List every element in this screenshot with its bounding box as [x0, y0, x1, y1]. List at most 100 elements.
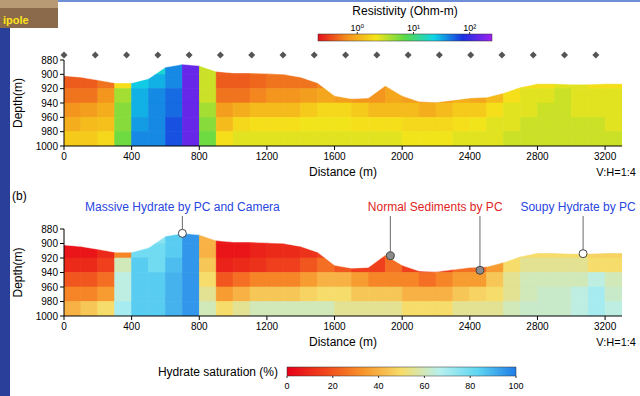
cell [182, 244, 199, 259]
cell [605, 302, 622, 317]
cell [436, 117, 453, 131]
y-tick [60, 74, 64, 75]
cell [216, 287, 233, 302]
cell [470, 132, 487, 146]
cell [504, 132, 521, 146]
x-tick [469, 146, 470, 150]
cell [165, 273, 182, 288]
cell [81, 273, 98, 288]
cell [216, 302, 233, 317]
cell [81, 103, 98, 117]
y-tick-label: 980 [41, 126, 58, 137]
cell [419, 273, 436, 288]
cell [571, 89, 588, 103]
cell [487, 117, 504, 131]
plot-area [64, 229, 622, 316]
cell [233, 244, 250, 259]
annotation-label: Massive Hydrate by PC and Camera [85, 200, 280, 214]
annotation-leader [583, 216, 584, 250]
cell [182, 132, 199, 146]
cell [470, 89, 487, 103]
cell [402, 273, 419, 288]
cell [267, 103, 284, 117]
cell [233, 74, 250, 88]
y-tick-label: 900 [41, 238, 58, 249]
cell [98, 273, 115, 288]
cell [165, 258, 182, 273]
cell [504, 258, 521, 273]
x-tick [266, 146, 267, 150]
cell [199, 244, 216, 259]
cell [267, 132, 284, 146]
annotation-marker [386, 252, 394, 260]
x-tick-label: 3200 [594, 321, 617, 332]
slide-strip [0, 0, 10, 396]
cell [504, 287, 521, 302]
cell [250, 244, 267, 259]
cell [521, 132, 538, 146]
cell [571, 244, 588, 259]
cell [318, 258, 335, 273]
y-tick [60, 287, 64, 288]
cell [335, 132, 352, 146]
cell [588, 287, 605, 302]
cell [453, 287, 470, 302]
cell [504, 302, 521, 317]
cell [284, 132, 301, 146]
cell [284, 302, 301, 317]
cell [318, 287, 335, 302]
panel-label: (b) [12, 189, 27, 203]
cell [149, 117, 166, 131]
cell [199, 287, 216, 302]
cell [267, 117, 284, 131]
seafloor-surface [64, 233, 622, 271]
cell [351, 287, 368, 302]
annotation-marker [579, 250, 587, 258]
y-tick-label: 980 [41, 296, 58, 307]
cell [571, 302, 588, 317]
x-tick [199, 146, 200, 150]
cell [521, 273, 538, 288]
cell [470, 273, 487, 288]
colorbar-tick-label: 10⁰ [350, 23, 364, 33]
y-tick-label: 960 [41, 112, 58, 123]
cell [233, 117, 250, 131]
cell [537, 103, 554, 117]
cell [182, 117, 199, 131]
x-axis-line [64, 146, 622, 147]
cell [233, 60, 250, 74]
cell [149, 89, 166, 103]
cell [98, 302, 115, 317]
cell [250, 132, 267, 146]
x-tick [266, 316, 267, 320]
cell [250, 117, 267, 131]
cell [98, 258, 115, 273]
cell [149, 273, 166, 288]
annotation-label: Soupy Hydrate by PC [520, 200, 636, 214]
cell [216, 244, 233, 259]
cell [453, 302, 470, 317]
cell [199, 60, 216, 74]
cell [318, 103, 335, 117]
cell [487, 258, 504, 273]
cell [487, 132, 504, 146]
cell [98, 132, 115, 146]
cell [233, 273, 250, 288]
y-tick [60, 316, 64, 317]
x-tick-label: 2400 [459, 321, 482, 332]
cell [250, 258, 267, 273]
cell [537, 117, 554, 131]
x-tick [131, 146, 132, 150]
cell [64, 132, 81, 146]
cell [419, 103, 436, 117]
cell [199, 89, 216, 103]
cell [132, 258, 149, 273]
cell [267, 74, 284, 88]
cell [335, 89, 352, 103]
annotation-label: Normal Sediments by PC [368, 200, 503, 214]
electrode [154, 52, 161, 59]
cell [98, 103, 115, 117]
cell [81, 117, 98, 131]
x-axis-line [64, 316, 622, 317]
colorbar-tick [424, 376, 425, 378]
